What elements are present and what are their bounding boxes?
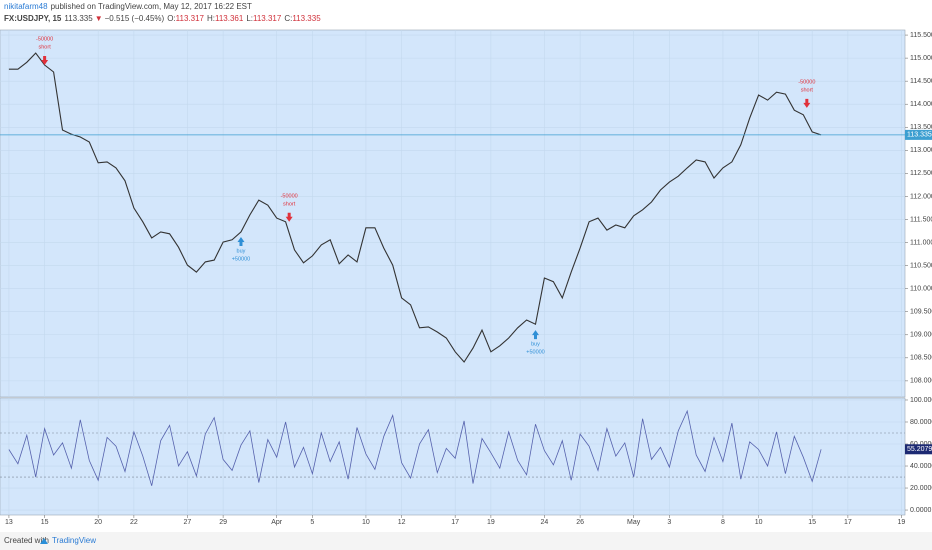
trade-label: buy [237,248,246,254]
trade-label: -50000 [36,36,53,42]
y-tick-label: 113.000 [910,147,932,154]
y-tick-label: 115.000 [910,55,932,62]
y-tick-label: 114.500 [910,78,932,85]
x-tick-label: 26 [576,519,584,526]
trade-label: +50000 [232,256,251,262]
symbol: FX:USDJPY, 15 [4,14,62,23]
change: −0.515 (−0.45%) [105,14,165,23]
x-tick-label: 5 [310,519,314,526]
footer-brand[interactable]: TradingView [52,536,96,545]
x-tick-label: 15 [808,519,816,526]
y-tick-label: 113.500 [910,124,932,131]
trade-label: buy [531,342,540,348]
high-label: H: [207,14,215,23]
footer-created: Created with [4,536,49,545]
trade-arrow [41,56,49,66]
author[interactable]: nikitafarm48 [4,2,48,11]
trade-label: -50000 [281,193,298,199]
x-tick-label: 19 [898,519,906,526]
x-tick-label: Apr [271,519,283,526]
x-tick-label: 10 [755,519,763,526]
x-tick-label: 29 [219,519,227,526]
y-tick-label: 0.0000 [910,507,932,514]
y-tick-label: 108.500 [910,355,932,362]
open-label: O: [167,14,175,23]
y-tick-label: 80.0000 [910,419,932,426]
y-tick-label: 40.0000 [910,463,932,470]
x-tick-label: 17 [844,519,852,526]
change-arrow: ▼ [95,14,103,23]
trade-arrow [532,330,540,340]
x-tick-label: 15 [41,519,49,526]
y-tick-label: 108.000 [910,378,932,385]
series-line [8,52,822,363]
low: 113.317 [253,14,282,23]
price: 113.335 [64,14,93,23]
x-tick-label: 19 [487,519,495,526]
close-label: C: [284,14,292,23]
trade-label: -50000 [798,79,815,85]
x-tick-label: May [627,519,641,526]
header-line-1: nikitafarm48 published on TradingView.com… [4,2,252,11]
y-tick-label: 111.000 [910,239,932,246]
high: 113.361 [215,14,244,23]
logo [40,538,48,544]
x-tick-label: 22 [130,519,138,526]
y-tick-label: 109.000 [910,332,932,339]
y-tick-label: 112.500 [910,170,932,177]
y-tick-label: 110.000 [910,285,932,292]
y-tick-label: 114.000 [910,101,932,108]
x-tick-label: 8 [721,519,725,526]
trade-label: +50000 [526,350,545,356]
x-tick-label: 24 [541,519,549,526]
last-value-label: 113.335 [907,132,932,139]
x-tick-label: 12 [398,519,406,526]
open: 113.317 [176,14,205,23]
trade-label: short [283,201,296,207]
trade-arrow [237,237,245,247]
trade-label: short [39,44,52,50]
y-tick-label: 100.0000 [910,397,932,404]
y-tick-label: 112.000 [910,193,932,200]
pane-background [0,29,906,398]
last-value-label: 55.2079 [907,446,932,453]
close: 113.335 [292,14,321,23]
trade-arrow [803,98,811,108]
last-value-box [905,129,932,140]
last-value-box [905,444,932,455]
charts: 108.000 108.500 109.000 109.500 110.000 110.5… [0,29,932,526]
y-tick-label: 109.500 [910,309,932,316]
footer-bg [0,532,932,550]
y-tick-label: 20.0000 [910,485,932,492]
x-tick-label: 17 [451,519,459,526]
x-tick-label: 13 [5,519,13,526]
x-tick-label: 20 [94,519,102,526]
header-line-2: FX:USDJPY, 15 113.335 ▼ −0.515 (−0.45%) O:11… [4,14,321,23]
pane-background [0,397,906,516]
x-tick-label: 10 [362,519,370,526]
x-tick-label: 27 [184,519,192,526]
trade-arrow [285,212,293,222]
low-label: L: [246,14,253,23]
trade-label: short [801,87,814,93]
series-line [8,409,822,486]
y-tick-label: 110.500 [910,262,932,269]
y-tick-label: 115.500 [910,32,932,39]
published: published on TradingView.com, May 12, 20… [51,2,252,11]
y-tick-label: 111.500 [910,216,932,223]
x-tick-label: 3 [667,519,671,526]
